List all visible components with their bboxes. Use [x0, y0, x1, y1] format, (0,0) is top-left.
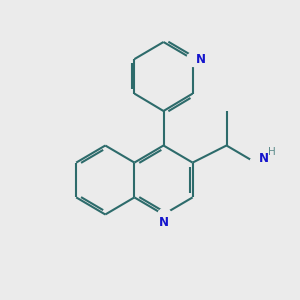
Text: N: N [158, 216, 169, 230]
Text: N: N [259, 152, 269, 166]
Text: H: H [268, 147, 276, 157]
Text: N: N [196, 52, 206, 66]
